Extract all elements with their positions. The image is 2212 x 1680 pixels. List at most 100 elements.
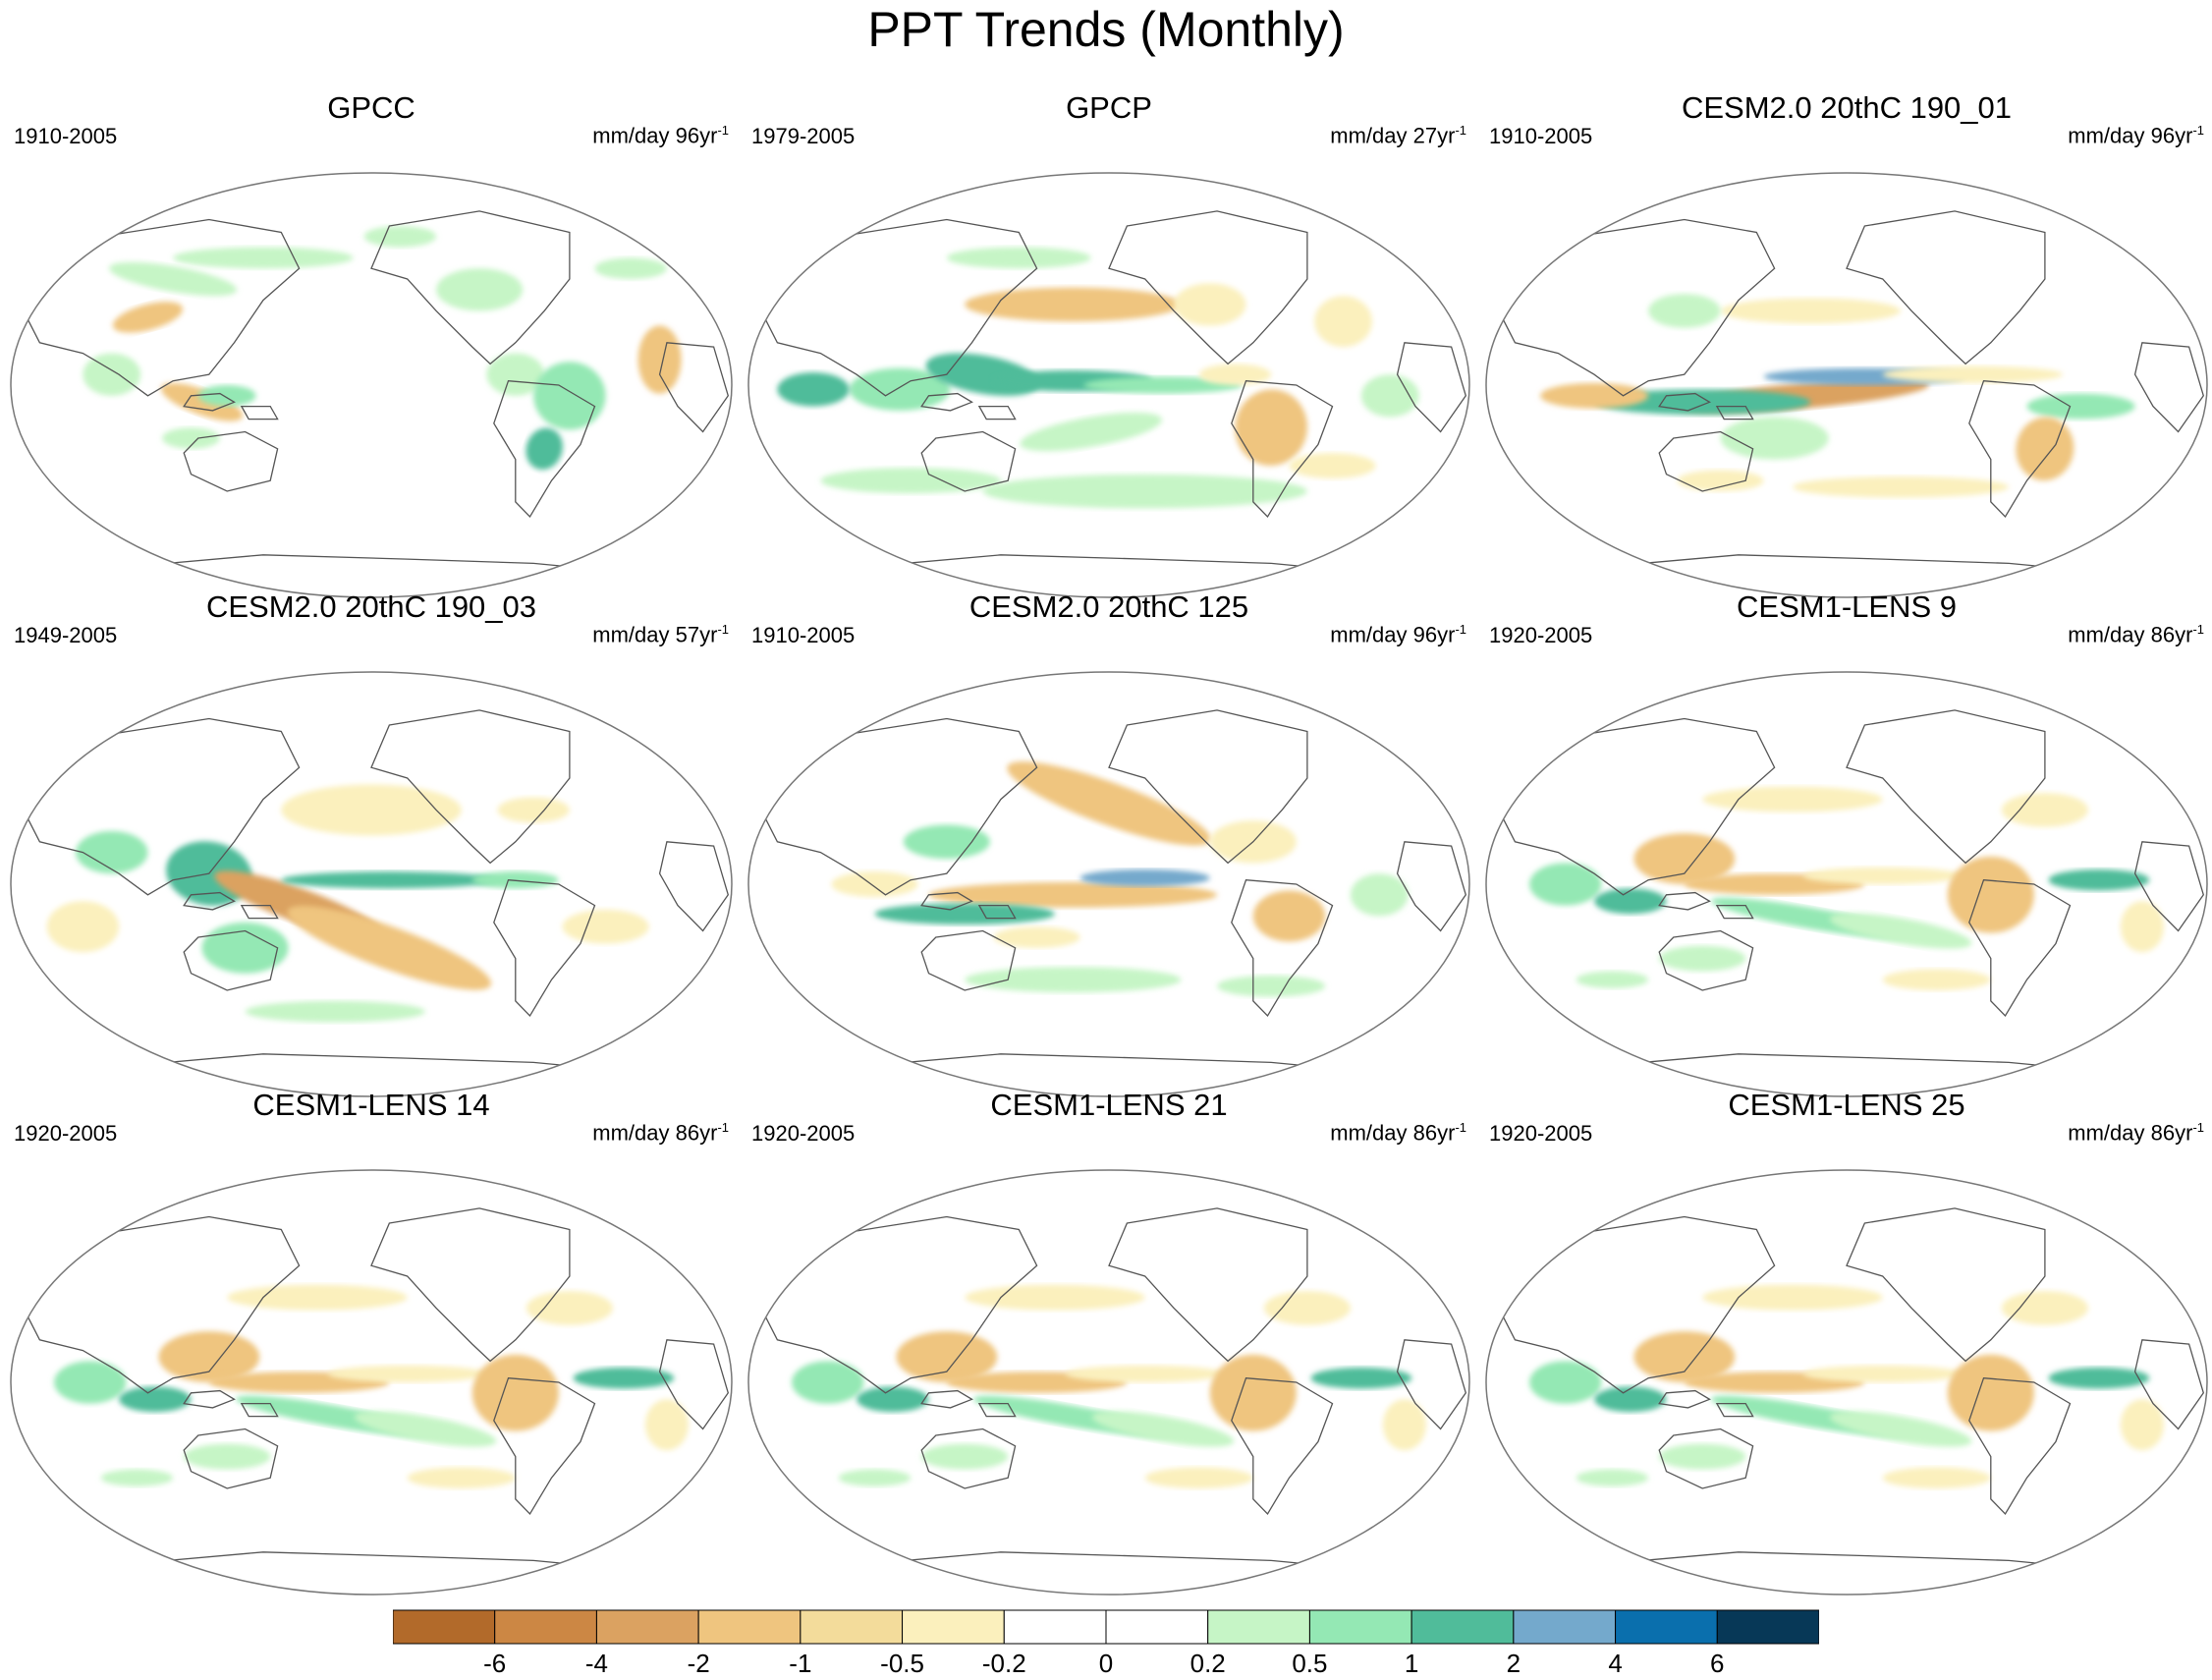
trend-region <box>158 1331 260 1382</box>
trend-region <box>1702 1284 1883 1311</box>
map-panel: CESM2.0 20thC 190_03 1949-2005 mm/day 57yr… <box>4 589 739 1098</box>
trend-region <box>1217 975 1326 997</box>
trend-region <box>1677 470 1764 492</box>
colorbar-tick-label: -2 <box>687 1649 710 1678</box>
period-label: 1920-2005 <box>751 1121 856 1146</box>
trend-region <box>1576 1469 1649 1486</box>
trend-region <box>281 784 462 836</box>
trend-region <box>921 1443 1009 1470</box>
trend-region <box>1829 1411 1972 1447</box>
period-label: 1920-2005 <box>14 1121 118 1146</box>
trend-region <box>946 247 1091 269</box>
coastline <box>2133 342 2205 433</box>
map-border <box>1485 671 2208 1097</box>
trend-region <box>903 824 990 860</box>
period-label: 1910-2005 <box>1489 124 1593 148</box>
trend-region <box>1594 888 1667 915</box>
units-label: mm/day 96yr-1 <box>2068 123 2204 148</box>
coastline <box>493 879 596 1017</box>
trend-region <box>245 1000 426 1023</box>
coastline <box>754 717 1038 896</box>
units-label: mm/day 86yr-1 <box>1330 1120 1466 1146</box>
coastline <box>183 929 279 991</box>
coastline <box>17 1215 301 1394</box>
units-label: mm/day 96yr-1 <box>1330 622 1466 647</box>
trend-region <box>896 1331 998 1382</box>
coastline <box>1846 709 2046 865</box>
trend-region <box>1659 1443 1746 1470</box>
map-panel: CESM1-LENS 25 1920-2005 mm/day 86yr-1 <box>1479 1088 2212 1596</box>
coastline <box>1715 904 1754 920</box>
trend-region <box>533 362 606 430</box>
trend-region <box>831 871 918 897</box>
trend-region <box>965 967 1182 993</box>
trend-region <box>1360 374 1419 418</box>
trend-region <box>2001 1291 2088 1325</box>
units-label: mm/day 27yr-1 <box>1330 123 1466 148</box>
coastline <box>658 1339 730 1430</box>
world-map <box>1485 1169 2208 1596</box>
map-panel: CESM1-LENS 14 1920-2005 mm/day 86yr-1 <box>4 1088 739 1596</box>
trend-region <box>792 1361 864 1404</box>
coastline <box>493 380 596 518</box>
coastline <box>1968 380 2072 518</box>
trend-region <box>1235 389 1307 467</box>
trend-region <box>573 1367 675 1389</box>
colorbar-tick-label: -0.5 <box>880 1649 924 1678</box>
colorbar-tick-label: 6 <box>1710 1649 1725 1678</box>
coastline <box>977 405 1017 420</box>
colorbar-box <box>1615 1609 1718 1645</box>
trend-region <box>1648 294 1721 328</box>
trend-region <box>874 903 1055 925</box>
trend-region <box>471 1354 559 1431</box>
coastline <box>1108 210 1308 365</box>
coastline <box>754 1215 1038 1394</box>
world-map <box>10 671 733 1097</box>
world-map <box>1485 671 2208 1097</box>
units-label: mm/day 86yr-1 <box>592 1120 729 1146</box>
trend-region <box>497 797 570 823</box>
period-label: 1949-2005 <box>14 623 118 647</box>
coastline <box>1231 879 1334 1017</box>
units-label: mm/day 57yr-1 <box>592 622 729 647</box>
colorbar-box <box>1207 1609 1310 1645</box>
colorbar-tick-label: -6 <box>483 1649 507 1678</box>
trend-region <box>1882 365 2064 383</box>
colorbar-box <box>494 1609 597 1645</box>
trend-region <box>2016 417 2074 481</box>
trend-region <box>525 427 563 471</box>
trend-region <box>1529 1361 1602 1404</box>
colorbar-box <box>595 1609 699 1645</box>
trend-region <box>354 1411 497 1447</box>
coastline <box>920 1389 973 1409</box>
coastline <box>17 717 301 896</box>
colorbar-box <box>800 1609 904 1645</box>
trend-region <box>2026 393 2135 420</box>
colorbar-tick-label: 2 <box>1506 1649 1521 1678</box>
world-map <box>10 1169 733 1596</box>
trend-region <box>436 268 524 311</box>
trend-region <box>1198 364 1272 386</box>
coastline <box>1846 1207 2046 1363</box>
coastline <box>1396 1339 1467 1430</box>
trend-region <box>644 1399 689 1451</box>
trend-region <box>1947 856 2034 933</box>
coastline <box>920 891 973 911</box>
panel-title: CESM1-LENS 14 <box>252 1088 490 1122</box>
trend-region <box>1594 1386 1667 1413</box>
colorbar-box <box>1513 1609 1617 1645</box>
coastline <box>1658 1389 1711 1409</box>
trend-region <box>1144 1467 1253 1488</box>
colorbar-tick-label: 1 <box>1404 1649 1419 1678</box>
trend-region <box>1079 868 1210 887</box>
trend-region <box>2120 1399 2164 1451</box>
trend-region <box>1947 1354 2034 1431</box>
colorbar-tick-label: -4 <box>584 1649 608 1678</box>
coastline <box>370 210 571 365</box>
colorbar-box <box>697 1609 802 1645</box>
trend-region <box>2048 868 2150 891</box>
trend-region <box>562 909 649 944</box>
colorbar-tick-label: 0 <box>1098 1649 1114 1678</box>
trend-region <box>46 901 120 953</box>
panel-title: CESM2.0 20thC 125 <box>968 589 1249 624</box>
